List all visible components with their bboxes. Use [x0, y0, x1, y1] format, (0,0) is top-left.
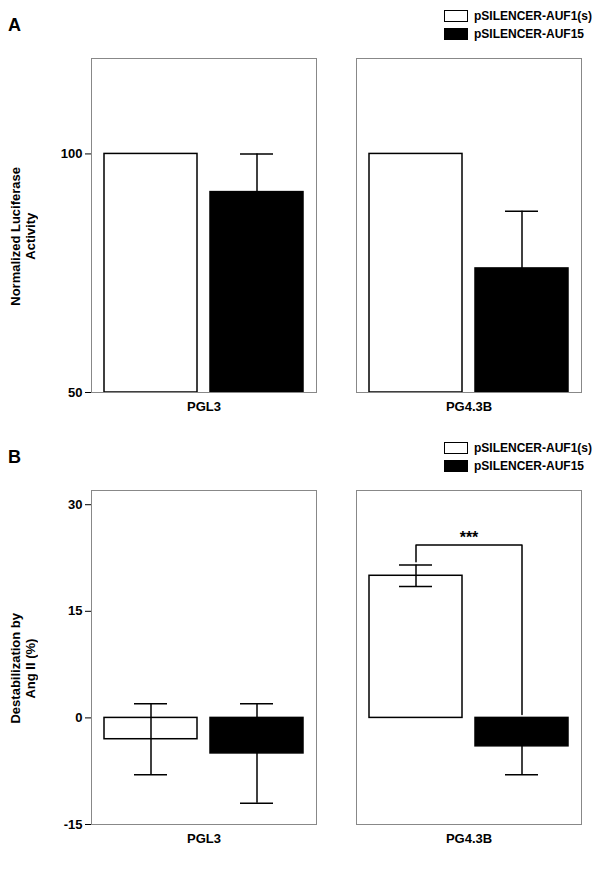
svg-text:***: ***: [460, 529, 479, 546]
svg-text:PG4.3B: PG4.3B: [446, 831, 492, 846]
svg-text:15: 15: [68, 603, 82, 618]
html-text:pSILENCER-AUF15: pSILENCER-AUF15: [474, 27, 584, 41]
html-text:B: B: [8, 446, 21, 467]
html-text:A: A: [8, 14, 21, 35]
html-text:Destabilization by Ang II (%): Destabilization by Ang II (%): [8, 612, 38, 724]
svg-text:PG4.3B: PG4.3B: [446, 399, 492, 414]
svg-text:PGL3: PGL3: [187, 399, 221, 414]
svg-text:100: 100: [61, 146, 83, 161]
svg-text:30: 30: [68, 497, 82, 512]
html-text:pSILENCER-AUF1(s): pSILENCER-AUF1(s): [474, 9, 592, 23]
svg-text:0: 0: [75, 710, 82, 725]
html-text:pSILENCER-AUF1(s): pSILENCER-AUF1(s): [474, 441, 592, 455]
svg-text:PGL3: PGL3: [187, 831, 221, 846]
html-text:pSILENCER-AUF15: pSILENCER-AUF15: [474, 459, 584, 473]
svg-text:-15: -15: [64, 817, 83, 832]
html-text:Normalized Luciferase Activity: Normalized Luciferase Activity: [8, 166, 38, 306]
svg-text:50: 50: [68, 385, 82, 400]
